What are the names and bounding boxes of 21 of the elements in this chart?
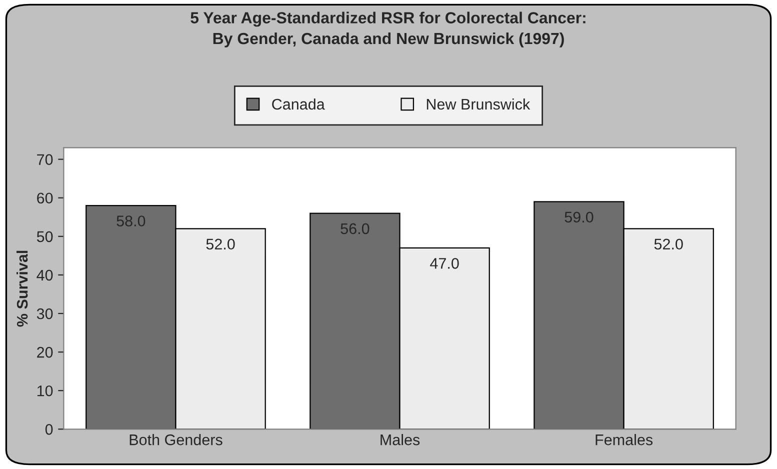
chart-title: 5 Year Age-Standardized RSR for Colorectal Cancer: By Gender, Canada and New Brunswick (1997) — [190, 12, 586, 48]
y-tick-label: 30 — [36, 308, 53, 320]
data-label: 56.0 — [340, 223, 370, 234]
data-label: 47.0 — [430, 258, 459, 269]
data-label: 59.0 — [564, 212, 594, 223]
legend-label: Canada — [272, 98, 325, 110]
y-tick-label: 20 — [37, 346, 53, 358]
x-tick-label: Males — [380, 434, 420, 446]
y-tick-label: 50 — [36, 231, 53, 242]
y-tick-label: 70 — [37, 154, 53, 165]
y-axis-title: % Survival — [16, 250, 28, 327]
y-tick-label: 60 — [37, 192, 53, 204]
y-tick-label: 0 — [45, 424, 53, 435]
y-tick-label: 40 — [36, 270, 53, 281]
data-label: 58.0 — [116, 216, 146, 226]
data-label: 52.0 — [206, 238, 235, 250]
y-tick-label: 10 — [37, 385, 53, 396]
data-label: 52.0 — [654, 238, 683, 250]
x-tick-label: Both Genders — [130, 434, 222, 446]
legend-label: New Brunswick — [426, 98, 530, 110]
x-tick-label: Females — [596, 434, 653, 446]
